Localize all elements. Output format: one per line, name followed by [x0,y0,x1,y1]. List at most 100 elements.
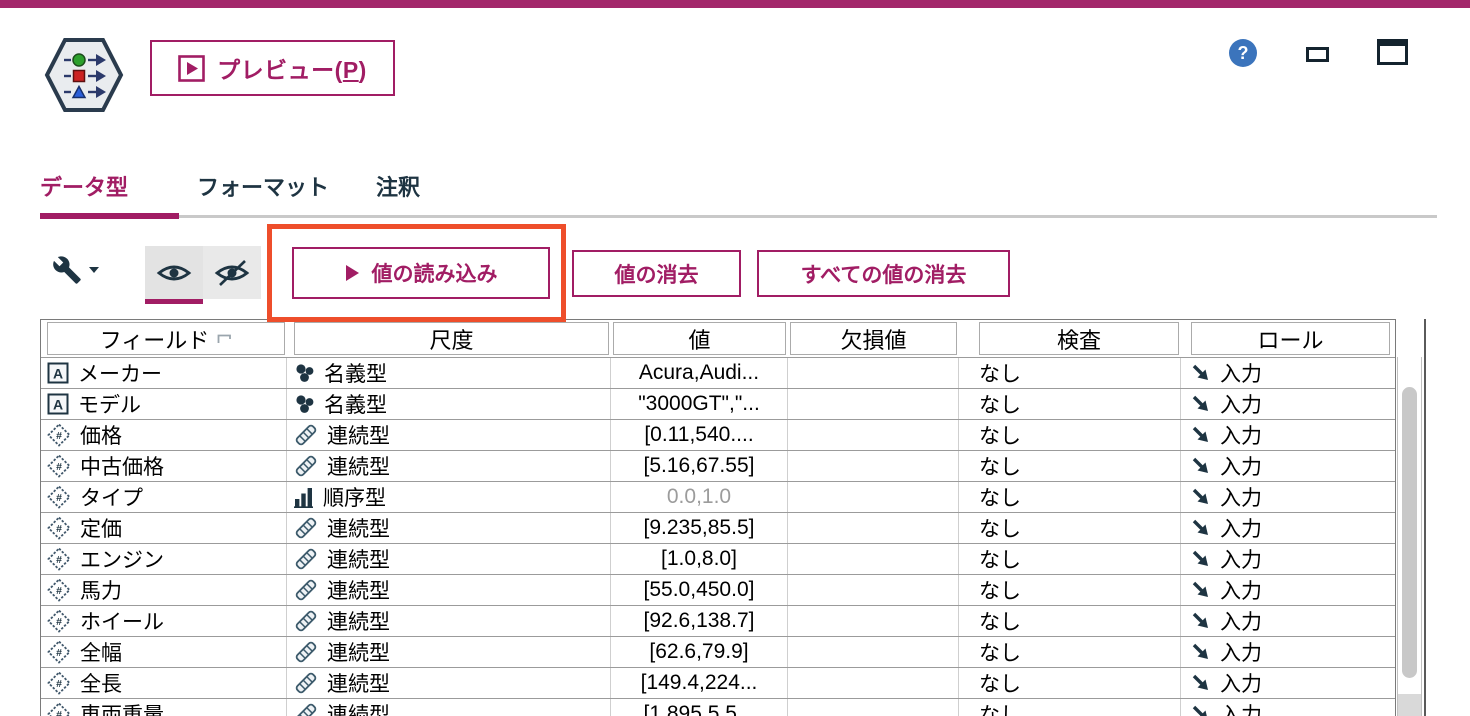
svg-text:A: A [53,366,63,382]
sort-indicator-icon [217,334,232,343]
column-header-measure[interactable]: 尺度 [294,322,609,355]
column-header-field[interactable]: フィールド [47,322,285,355]
table-row[interactable]: A # 定価 [41,513,1395,544]
play-icon [345,265,359,281]
table-row[interactable]: A # 馬力 [41,575,1395,606]
scrollbar-thumb[interactable] [1402,387,1417,678]
table-row[interactable]: A # 全幅 [41,637,1395,668]
measure-label: 連続型 [327,549,390,572]
field-values: [1.0,8.0] [661,547,737,570]
field-type-icon: A # [47,485,71,509]
measure-icon [294,516,318,540]
scrollbar-footer [1398,694,1421,716]
table-row[interactable]: A # 全長 [41,668,1395,699]
check-value: なし [979,580,1021,603]
measure-label: 連続型 [327,673,390,696]
column-header-field-label: フィールド [99,327,210,353]
hide-fields-toggle[interactable] [203,246,261,299]
table-row[interactable]: A # メーカー [41,358,1395,389]
table-row[interactable]: A # 価格 [41,420,1395,451]
measure-label: 連続型 [327,518,390,541]
field-values: 0.0,1.0 [666,485,732,508]
column-header-check[interactable]: 検査 [979,322,1179,355]
svg-text:#: # [56,430,62,442]
eye-off-icon [214,259,250,286]
help-icon[interactable]: ? [1229,39,1257,67]
table-row[interactable]: A # ホイール [41,606,1395,637]
field-name: 中古価格 [80,456,164,479]
check-value: なし [979,518,1021,541]
field-values: [5.16,67.55] [643,454,755,477]
tab-data-type[interactable]: データ型 [40,175,129,200]
measure-label: 順序型 [323,487,386,510]
wrench-icon [53,256,81,284]
role-label: 入力 [1220,611,1262,634]
role-input-arrow-icon [1192,395,1208,411]
tab-annotations[interactable]: 注釈 [376,175,421,200]
table-row[interactable]: A # 中古価格 [41,451,1395,482]
clear-values-button[interactable]: 値の消去 [572,250,741,297]
preview-button[interactable]: プレビュー(P) [150,40,395,96]
role-input-arrow-icon [1192,612,1208,628]
role-input-arrow-icon [1192,550,1208,566]
show-fields-toggle[interactable] [145,246,203,304]
field-name: 馬力 [80,580,122,603]
field-values: [9.235,85.5] [643,516,755,539]
field-type-icon: A # [47,361,69,385]
tab-format[interactable]: フォーマット [197,175,330,200]
role-label: 入力 [1220,549,1262,572]
measure-icon [294,578,318,602]
field-name: ホイール [80,611,164,634]
role-input-arrow-icon [1192,426,1208,442]
table-row[interactable]: A # モデル [41,389,1395,420]
field-name: タイプ [80,487,143,510]
read-values-button[interactable]: 値の読み込み [292,247,550,299]
role-input-arrow-icon [1192,581,1208,597]
field-name: エンジン [80,549,164,572]
measure-icon [294,454,318,478]
check-value: なし [979,487,1021,510]
field-values: [149.4,224... [640,671,758,694]
measure-icon [294,671,318,695]
role-label: 入力 [1220,456,1262,479]
role-input-arrow-icon [1192,519,1208,535]
field-values: [92.6,138.7] [643,609,755,632]
active-tab-underline [40,213,179,219]
svg-text:#: # [56,647,62,659]
check-value: なし [979,425,1021,448]
measure-icon [294,485,314,509]
table-row[interactable]: A # 車両重量 [41,699,1395,716]
preview-button-label: プレビュー(P) [217,57,367,83]
column-header-values[interactable]: 値 [613,322,786,355]
role-label: 入力 [1220,363,1262,386]
brand-bar [0,0,1470,8]
field-type-icon: A # [47,671,71,695]
role-label: 入力 [1220,487,1262,510]
table-row[interactable]: A # エンジン [41,544,1395,575]
fields-table: フィールド 尺度 値 欠損値 検査 ロール A # [40,319,1396,716]
play-box-icon [178,54,205,82]
clear-all-values-button[interactable]: すべての値の消去 [757,250,1010,297]
role-label: 入力 [1220,580,1262,603]
column-header-role[interactable]: ロール [1191,322,1390,355]
measure-icon [294,361,315,385]
role-input-arrow-icon [1192,488,1208,504]
field-name: メーカー [78,363,162,386]
vertical-scrollbar[interactable] [1397,357,1422,716]
chevron-down-icon [89,267,99,273]
role-label: 入力 [1220,518,1262,541]
field-ops-menu-button[interactable] [52,252,104,288]
maximize-window-icon[interactable] [1377,39,1408,65]
measure-label: 連続型 [327,456,390,479]
measure-label: 連続型 [327,580,390,603]
restore-window-icon[interactable] [1306,47,1329,62]
measure-label: 連続型 [327,611,390,634]
table-row[interactable]: A # タイプ [41,482,1395,513]
tabs-divider [40,215,1437,218]
check-value: なし [979,704,1021,716]
role-label: 入力 [1220,394,1262,417]
field-type-icon: A # [47,454,71,478]
field-name: モデル [78,394,141,417]
column-header-missing[interactable]: 欠損値 [790,322,957,355]
role-input-arrow-icon [1192,364,1208,380]
